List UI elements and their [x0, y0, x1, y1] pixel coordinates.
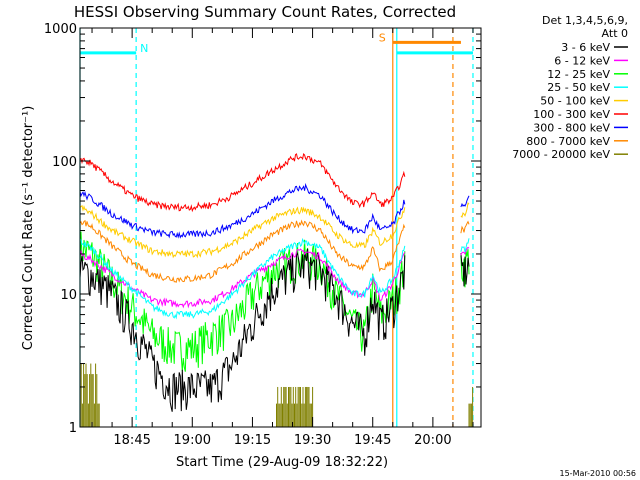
plot-area: NS	[79, 28, 474, 427]
x-tick-label: 19:45	[354, 433, 391, 448]
x-tick-label: 20:00	[414, 433, 451, 448]
legend-entry: 3 - 6 keV	[561, 41, 610, 54]
y-axis-label: Corrected Count Rate (s⁻¹ detector⁻¹)	[21, 106, 36, 351]
flag-label: S	[379, 31, 386, 44]
y-tick-label: 1000	[44, 22, 77, 37]
axes: 1 10 100 1000 18:45 19:00 19:15 19:30 19:45 20:00	[44, 22, 481, 448]
x-tick-label: 19:30	[294, 433, 331, 448]
plot-frame	[79, 27, 482, 428]
legend-entry: 300 - 800 keV	[533, 121, 610, 134]
legend-header: Att 0	[602, 27, 628, 40]
series-line	[79, 248, 470, 412]
x-axis-label: Start Time (29-Aug-09 18:32:22)	[176, 455, 388, 470]
flag-label: N	[140, 42, 148, 55]
legend-entry: 12 - 25 keV	[547, 68, 610, 81]
timestamp-footer: 15-Mar-2010 00:56	[560, 469, 637, 478]
series-line	[79, 152, 406, 213]
series-line	[79, 231, 470, 372]
chart-title: HESSI Observing Summary Count Rates, Cor…	[74, 3, 456, 21]
legend-entry: 6 - 12 keV	[554, 54, 610, 67]
y-tick-label: 1	[69, 421, 77, 436]
series-line	[79, 237, 470, 320]
legend-entry: 100 - 300 keV	[533, 108, 610, 121]
legend-entry: 800 - 7000 keV	[526, 135, 610, 148]
series-line	[79, 202, 470, 259]
x-tick-label: 19:15	[234, 433, 271, 448]
legend-entry: 7000 - 20000 keV	[512, 148, 610, 161]
legend-entry: 25 - 50 keV	[547, 81, 610, 94]
y-tick-label: 10	[60, 288, 77, 303]
legend-entry: 50 - 100 keV	[540, 95, 610, 108]
series-line	[79, 219, 470, 283]
y-tick-label: 100	[52, 155, 77, 170]
x-tick-label: 18:45	[113, 433, 150, 448]
legend-header: Det 1,3,4,5,6,9,	[542, 14, 628, 27]
series-line	[79, 182, 470, 239]
x-tick-label: 19:00	[174, 433, 211, 448]
